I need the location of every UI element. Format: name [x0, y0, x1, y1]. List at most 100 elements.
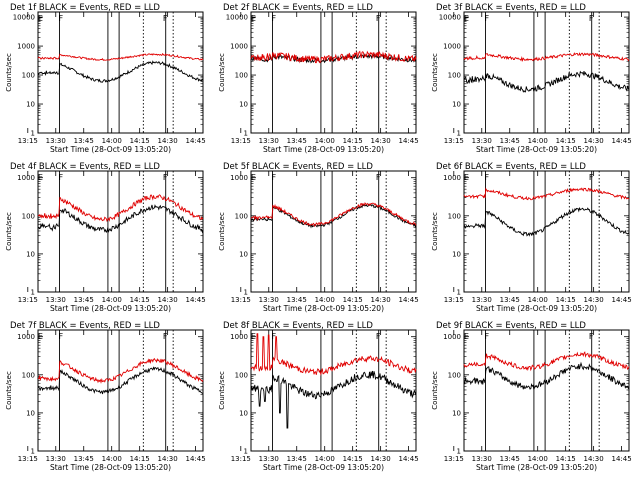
event-marker: E: [251, 173, 256, 182]
event-marker: F: [163, 173, 168, 182]
y-tick-label: 1000: [443, 333, 461, 341]
event-marker: F: [484, 14, 489, 23]
lld-series-line: [250, 50, 417, 64]
panel-title: Det 5f BLACK = Events, RED = LLD: [223, 162, 373, 172]
x-tick-label: 14:15: [556, 296, 576, 304]
plot-frame: [463, 170, 630, 293]
y-axis-label: Counts/sec: [431, 53, 439, 92]
event-marker: F: [484, 332, 489, 341]
y-axis-label: Counts/sec: [218, 371, 226, 410]
event-marker: F: [589, 332, 594, 341]
x-tick-label: 14:15: [556, 137, 576, 145]
x-tick-label: 14:30: [371, 137, 391, 145]
x-tick-label: 13:15: [444, 137, 464, 145]
events-series-line: [463, 361, 630, 391]
x-tick-label: 13:30: [259, 296, 279, 304]
x-tick-label: 14:30: [584, 137, 604, 145]
y-tick-label: 10: [452, 250, 461, 258]
x-tick-label: 14:45: [398, 296, 418, 304]
x-tick-label: 14:45: [398, 137, 418, 145]
y-tick-label: 100: [448, 72, 461, 80]
x-tick-label: 13:45: [500, 455, 520, 463]
x-tick-label: 14:45: [185, 137, 205, 145]
x-tick-label: 14:00: [528, 455, 548, 463]
y-tick-label: 1000: [17, 333, 35, 341]
y-axis-label: Counts/sec: [5, 371, 13, 410]
event-marker: F: [271, 14, 276, 23]
x-tick-label: 14:45: [185, 455, 205, 463]
event-marker: F: [376, 332, 381, 341]
plot-frame: [463, 329, 630, 452]
panel-title: Det 2f BLACK = Events, RED = LLD: [223, 3, 373, 13]
events-series-line: [463, 206, 630, 237]
y-tick-label: 100: [235, 371, 248, 379]
chart-panel-5: Det 5f BLACK = Events, RED = LLD 1 10 100 10…: [218, 162, 419, 313]
panel-title: Det 6f BLACK = Events, RED = LLD: [436, 162, 586, 172]
event-marker: E: [38, 173, 43, 182]
y-tick-label: 1: [244, 130, 248, 138]
y-tick-label: 10: [239, 101, 248, 109]
x-tick-label: 13:30: [259, 455, 279, 463]
lld-series-line: [463, 351, 630, 372]
y-tick-label: 1: [457, 448, 461, 456]
x-tick-label: 13:45: [74, 455, 94, 463]
x-tick-label: 14:15: [343, 455, 363, 463]
y-tick-label: 10: [26, 101, 35, 109]
x-tick-label: 14:30: [584, 296, 604, 304]
event-marker: E: [38, 332, 43, 341]
chart-panel-3: Det 3f BLACK = Events, RED = LLD 1 10 100 10…: [431, 3, 632, 154]
event-marker: E: [464, 332, 469, 341]
y-tick-label: 1000: [17, 174, 35, 182]
y-axis-label: Counts/sec: [431, 371, 439, 410]
x-tick-label: 14:15: [130, 137, 150, 145]
x-tick-label: 13:30: [46, 296, 66, 304]
y-tick-label: 100: [235, 212, 248, 220]
x-tick-label: 14:15: [343, 137, 363, 145]
y-tick-label: 10000: [226, 14, 248, 22]
x-axis-label: Start Time (28-Oct-09 13:05:20): [50, 304, 171, 313]
plot-frame: [250, 170, 417, 293]
event-marker: E: [251, 14, 256, 23]
x-tick-label: 13:15: [231, 455, 251, 463]
y-tick-label: 1: [31, 448, 35, 456]
x-tick-label: 13:15: [231, 296, 251, 304]
x-tick-label: 14:30: [158, 455, 178, 463]
x-tick-label: 13:30: [472, 296, 492, 304]
x-tick-label: 14:00: [315, 137, 335, 145]
event-marker: F: [58, 332, 63, 341]
x-tick-label: 13:15: [18, 455, 38, 463]
x-tick-label: 14:30: [584, 455, 604, 463]
chart-panel-6: Det 6f BLACK = Events, RED = LLD 1 10 100 10…: [431, 162, 632, 313]
y-tick-label: 1: [457, 130, 461, 138]
y-tick-label: 1000: [443, 43, 461, 51]
plot-frame: [37, 11, 204, 134]
y-tick-label: 1000: [230, 174, 248, 182]
x-tick-label: 13:45: [74, 296, 94, 304]
x-tick-label: 14:45: [611, 455, 631, 463]
y-tick-label: 10: [26, 250, 35, 258]
y-tick-label: 10: [452, 409, 461, 417]
events-series-line: [463, 70, 630, 93]
x-tick-label: 14:00: [102, 137, 122, 145]
y-tick-label: 10: [239, 250, 248, 258]
chart-panel-7: Det 7f BLACK = Events, RED = LLD 1 10 100 10…: [5, 321, 206, 472]
x-tick-label: 14:15: [130, 455, 150, 463]
x-tick-label: 14:30: [371, 455, 391, 463]
y-tick-label: 1000: [443, 174, 461, 182]
x-tick-label: 14:00: [528, 137, 548, 145]
y-tick-label: 1000: [230, 333, 248, 341]
events-series-line: [250, 370, 417, 429]
y-tick-label: 10: [452, 101, 461, 109]
event-marker: F: [589, 173, 594, 182]
lld-series-line: [463, 52, 630, 63]
event-marker: F: [376, 173, 381, 182]
x-tick-label: 13:15: [444, 455, 464, 463]
panel-title: Det 7f BLACK = Events, RED = LLD: [10, 321, 160, 331]
y-tick-label: 100: [448, 212, 461, 220]
event-marker: E: [464, 14, 469, 23]
x-tick-label: 14:30: [158, 137, 178, 145]
events-series-line: [37, 60, 204, 83]
event-marker: F: [163, 332, 168, 341]
y-axis-label: Counts/sec: [5, 212, 13, 251]
panel-title: Det 1f BLACK = Events, RED = LLD: [10, 3, 160, 13]
